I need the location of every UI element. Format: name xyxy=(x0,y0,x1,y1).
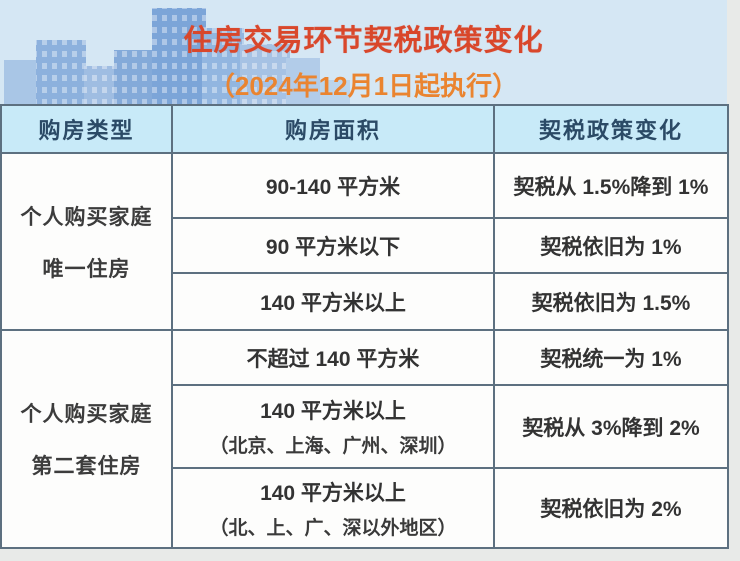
table-row: 90 平方米以下 契税依旧为 1% xyxy=(1,217,729,274)
city-skyline-icon xyxy=(4,8,350,104)
column-header-purchase-area: 购房面积 xyxy=(171,104,495,154)
area-main: 140 平方米以上 xyxy=(260,481,406,505)
content-area: 住房交易环节契税政策变化 （2024年12月1日起执行） 购房类型 购房面积 契… xyxy=(0,0,729,549)
purchase-type-line: 第二套住房 xyxy=(31,454,142,478)
column-header-purchase-type: 购房类型 xyxy=(0,104,173,154)
deed-tax-policy-table: 购房类型 购房面积 契税政策变化 个人购买家庭 唯一住房 90-140 平方米 … xyxy=(0,104,729,549)
policy-cell: 契税依旧为 2% xyxy=(493,467,729,549)
purchase-type-line: 个人购买家庭 xyxy=(20,402,153,426)
purchase-type-line: 个人购买家庭 xyxy=(20,204,153,229)
column-header-policy-change: 契税政策变化 xyxy=(493,104,729,154)
area-cell: 90-140 平方米 xyxy=(171,152,495,219)
purchase-type-cell-first-home: 个人购买家庭 唯一住房 xyxy=(0,152,173,331)
page-title: 住房交易环节契税政策变化 xyxy=(183,25,544,57)
table-row: 140 平方米以上 （北京、上海、广州、深圳） 契税从 3%降到 2% xyxy=(1,384,729,469)
page-subtitle: （2024年12月1日起执行） xyxy=(208,71,519,101)
table-row: 140 平方米以上 契税依旧为 1.5% xyxy=(1,272,729,331)
table-row: 个人购买家庭 唯一住房 90-140 平方米 契税从 1.5%降到 1% xyxy=(0,152,729,331)
policy-cell: 契税依旧为 1.5% xyxy=(493,272,729,331)
table-row: 个人购买家庭 第二套住房 不超过 140 平方米 契税统一为 1% xyxy=(0,329,729,549)
policy-cell: 契税从 3%降到 2% xyxy=(493,384,729,469)
area-cell: 140 平方米以上 （北、上、广、深以外地区） xyxy=(171,467,495,549)
area-note: （北京、上海、广州、深圳） xyxy=(209,436,457,457)
area-cell: 不超过 140 平方米 xyxy=(171,329,495,386)
purchase-type-line: 唯一住房 xyxy=(42,256,131,281)
area-cell: 90 平方米以下 xyxy=(171,217,495,274)
header-titles: 住房交易环节契税政策变化 （2024年12月1日起执行） xyxy=(0,17,727,103)
table-row: 140 平方米以上 （北、上、广、深以外地区） 契税依旧为 2% xyxy=(1,467,729,549)
policy-cell: 契税统一为 1% xyxy=(493,329,729,386)
table-header-row: 购房类型 购房面积 契税政策变化 xyxy=(0,104,729,154)
purchase-type-cell-second-home: 个人购买家庭 第二套住房 xyxy=(0,329,173,549)
policy-cell: 契税依旧为 1% xyxy=(493,217,729,274)
area-note: （北、上、广、深以外地区） xyxy=(209,517,457,539)
area-cell: 140 平方米以上 xyxy=(171,272,495,331)
header-banner: 住房交易环节契税政策变化 （2024年12月1日起执行） xyxy=(0,0,727,104)
area-main: 140 平方米以上 xyxy=(260,400,406,423)
area-cell: 140 平方米以上 （北京、上海、广州、深圳） xyxy=(171,384,495,469)
policy-cell: 契税从 1.5%降到 1% xyxy=(493,152,729,219)
